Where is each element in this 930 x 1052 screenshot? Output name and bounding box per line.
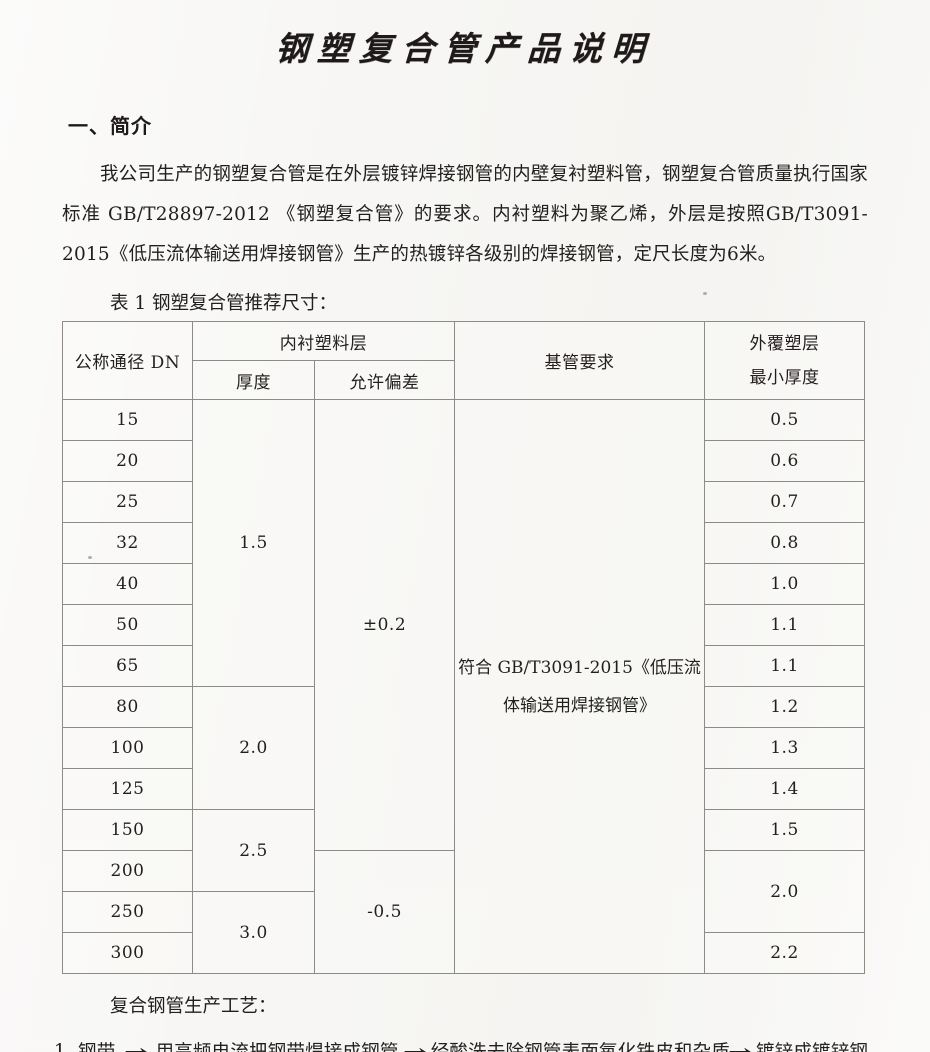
page-title: 钢塑复合管产品说明 [274,29,655,68]
header-outer-coating-line1: 外覆塑层 [749,333,820,354]
process-item: 1. 钢带 → 用高频电流把钢带焊接成钢管 → 经酸洗去除钢管表面氧化铁皮和杂质… [40,1032,900,1052]
cell-outer-coating: 0.6 [704,440,865,482]
cell-base-pipe-line1: 符合 GB/T3091-2015《低压流 [458,657,701,678]
table-row: 125 1.4 [62,768,865,810]
table-row: 15 1.5 ±0.2 符合 GB/T3091-2015《低压流 体输送用焊接钢管》 0.… [62,399,865,974]
process-step-2: 用高频电流把钢带焊接成钢管 [156,1042,399,1052]
cell-dn: 100 [62,727,193,769]
scan-speck [88,556,92,559]
cell-outer-coating: 2.0 [704,850,865,933]
table-header-row-2: 厚度 允许偏差 [63,360,865,400]
process-step-3: 经酸洗去除钢管表面氧化铁皮和杂质 [431,1042,730,1052]
table-row: 20 0.6 [62,440,865,482]
cell-outer-coating: 0.7 [704,481,865,523]
table-header-row-1: 公称通径 DN 内衬塑料层 基管要求 外覆塑层 最小厚度 [62,321,865,400]
cell-outer-coating: 0.5 [704,399,865,441]
cell-base-pipe: 符合 GB/T3091-2015《低压流 体输送用焊接钢管》 [454,399,705,974]
table-row: 25 0.7 [62,481,865,523]
process-list: 1. 钢带 → 用高频电流把钢带焊接成钢管 → 经酸洗去除钢管表面氧化铁皮和杂质… [0,1018,930,1052]
table-row: 300 2.2 [62,932,865,974]
spec-table-container: 公称通径 DN 内衬塑料层 基管要求 外覆塑层 最小厚度 厚度 允许偏差 15 1… [0,321,930,974]
cell-dn: 20 [62,440,193,482]
cell-dn: 125 [62,768,193,810]
cell-dn: 150 [62,809,193,851]
process-item-number: 1. [54,1041,72,1052]
cell-thickness: 1.5 [192,399,315,687]
header-base-pipe: 基管要求 [454,321,705,400]
header-outer-coating-line2: 最小厚度 [749,367,820,388]
cell-dn: 65 [62,645,193,687]
cell-dn: 25 [62,481,193,523]
arrow-right-icon: → [123,1041,148,1052]
table-row: 100 1.3 [62,727,865,769]
cell-dn: 80 [62,686,193,728]
cell-dn: 300 [62,932,193,974]
process-item-flow: 钢带 → 用高频电流把钢带焊接成钢管 → 经酸洗去除钢管表面氧化铁皮和杂质→ 镀… [78,1032,900,1052]
process-caption: 复合钢管生产工艺： [110,996,277,1017]
cell-tolerance: ±0.2 [314,399,455,851]
cell-dn: 250 [62,891,193,933]
cell-thickness: 2.5 [192,809,315,892]
cell-dn: 15 [62,399,193,441]
cell-base-pipe-line2: 体输送用焊接钢管》 [503,695,656,716]
cell-outer-coating: 1.2 [704,686,865,728]
cell-outer-coating: 1.1 [704,604,865,646]
table-body: 15 1.5 ±0.2 符合 GB/T3091-2015《低压流 体输送用焊接钢管》 0.… [62,399,865,974]
cell-thickness: 2.0 [192,686,315,810]
cell-outer-coating: 2.2 [704,932,865,974]
cell-outer-coating: 1.5 [704,809,865,851]
table-row: 65 1.1 [62,645,865,687]
header-tolerance: 允许偏差 [314,360,455,400]
table-row: 150 2.5 1.5 [62,809,865,892]
cell-thickness: 3.0 [192,891,315,974]
table-header: 公称通径 DN 内衬塑料层 基管要求 外覆塑层 最小厚度 厚度 允许偏差 [62,321,865,400]
header-outer-coating: 外覆塑层 最小厚度 [704,321,865,400]
table-row: 50 1.1 [62,604,865,646]
process-step-4: 镀锌成镀锌钢管。 [78,1042,868,1052]
cell-outer-coating: 1.3 [704,727,865,769]
scan-speck [703,292,707,295]
table-caption: 表 1 钢塑复合管推荐尺寸： [110,293,338,314]
table-row: 32 0.8 [62,522,865,564]
intro-paragraph: 我公司生产的钢塑复合管是在外层镀锌焊接钢管的内壁复衬塑料管，钢塑复合管质量执行国… [62,164,868,265]
cell-dn: 50 [62,604,193,646]
cell-tolerance: -0.5 [314,850,455,974]
header-thickness: 厚度 [192,360,315,400]
arrow-right-icon: → [727,1041,752,1052]
arrow-right-icon: → [402,1041,427,1052]
table-row: 80 2.0 1.2 [62,686,865,810]
cell-outer-coating: 0.8 [704,522,865,564]
spec-table: 公称通径 DN 内衬塑料层 基管要求 外覆塑层 最小厚度 厚度 允许偏差 15 1… [62,321,865,974]
cell-dn: 32 [62,522,193,564]
table-row: 40 1.0 [62,563,865,605]
cell-dn: 200 [62,850,193,892]
cell-outer-coating: 1.0 [704,563,865,605]
table-row: 200 -0.5 2.0 [62,850,865,974]
cell-dn: 40 [62,563,193,605]
process-step-1: 钢带 [78,1042,115,1052]
section-heading-intro: 一、简介 [68,114,152,138]
header-liner-group: 内衬塑料层 [192,321,455,361]
cell-outer-coating: 1.1 [704,645,865,687]
cell-outer-coating: 1.4 [704,768,865,810]
header-dn: 公称通径 DN [62,321,193,400]
table-row: 250 3.0 [62,891,865,974]
